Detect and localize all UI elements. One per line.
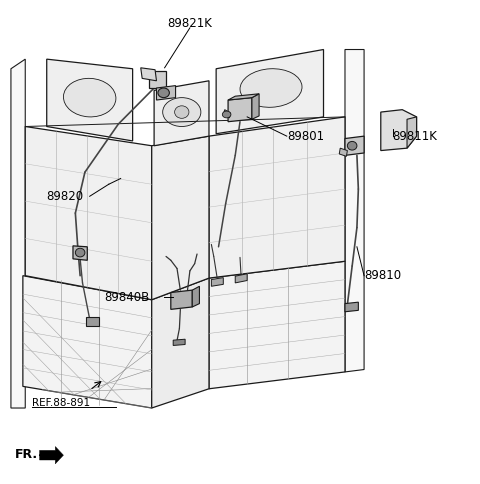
Polygon shape [345, 302, 359, 312]
Polygon shape [23, 276, 152, 408]
Text: REF.88-891: REF.88-891 [33, 398, 91, 408]
Text: 89810: 89810 [364, 269, 401, 282]
Polygon shape [156, 86, 176, 100]
Polygon shape [339, 148, 348, 156]
Ellipse shape [75, 248, 85, 257]
Polygon shape [209, 261, 345, 389]
Ellipse shape [163, 98, 201, 126]
Polygon shape [47, 59, 132, 141]
Polygon shape [216, 49, 324, 134]
Polygon shape [149, 71, 166, 88]
Polygon shape [141, 68, 156, 81]
Ellipse shape [158, 88, 169, 98]
Polygon shape [152, 278, 209, 408]
Polygon shape [211, 278, 223, 286]
Ellipse shape [222, 111, 231, 118]
Polygon shape [25, 126, 152, 300]
Polygon shape [223, 110, 230, 118]
Polygon shape [86, 317, 99, 326]
Text: 89840B: 89840B [104, 291, 149, 304]
Polygon shape [152, 136, 209, 300]
Polygon shape [407, 117, 417, 148]
Polygon shape [209, 117, 345, 278]
Polygon shape [39, 447, 63, 464]
Polygon shape [154, 81, 209, 146]
Text: 89821K: 89821K [168, 16, 212, 30]
Polygon shape [171, 290, 192, 309]
Polygon shape [11, 59, 25, 408]
Polygon shape [173, 339, 185, 346]
Ellipse shape [175, 106, 189, 118]
Polygon shape [235, 274, 247, 283]
Polygon shape [73, 246, 87, 260]
Ellipse shape [348, 141, 357, 150]
Ellipse shape [240, 69, 302, 107]
Text: 89801: 89801 [288, 130, 325, 143]
Text: 89820: 89820 [47, 190, 84, 203]
Text: 89811K: 89811K [393, 130, 438, 143]
Polygon shape [381, 110, 417, 151]
Polygon shape [345, 136, 364, 155]
Polygon shape [192, 286, 199, 307]
Polygon shape [228, 98, 252, 121]
Ellipse shape [63, 78, 116, 117]
Polygon shape [252, 94, 259, 119]
Text: FR.: FR. [15, 448, 38, 461]
Polygon shape [345, 49, 364, 372]
Polygon shape [228, 94, 259, 100]
